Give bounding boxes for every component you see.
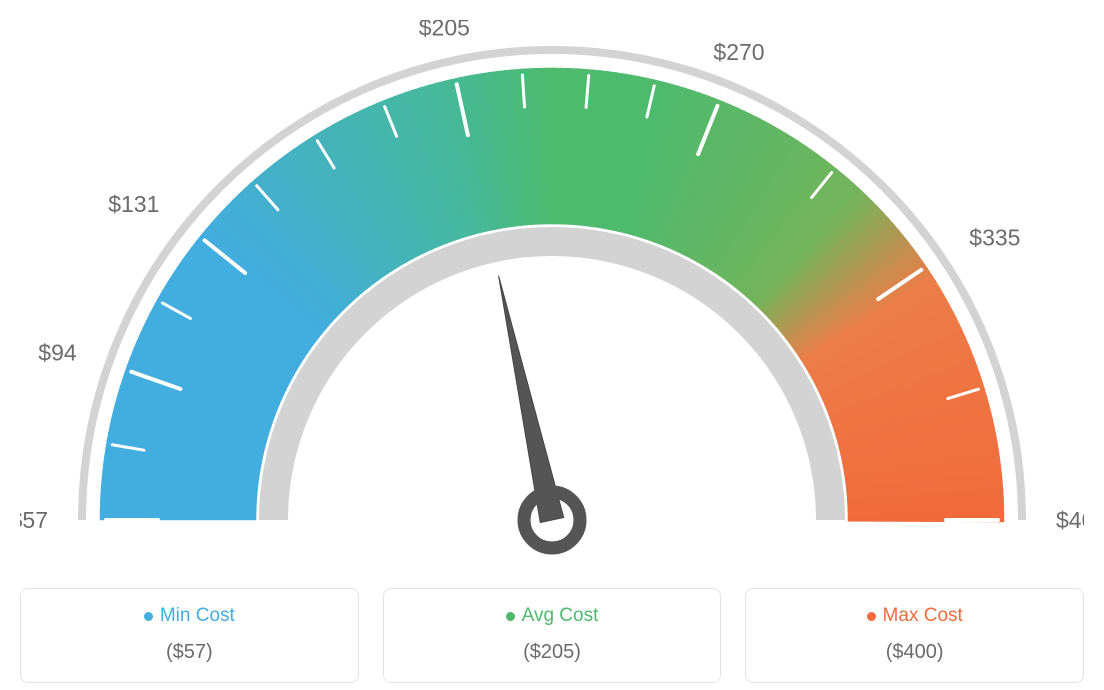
legend-value-min: ($57) xyxy=(31,641,348,664)
legend-value-avg: ($205) xyxy=(394,641,711,664)
legend-title-text: Avg Cost xyxy=(522,605,599,627)
dot-icon xyxy=(506,612,515,621)
legend-card-min: Min Cost ($57) xyxy=(20,588,359,683)
legend-title-max: Max Cost xyxy=(867,605,963,627)
tick-label: $270 xyxy=(713,39,764,65)
dot-icon xyxy=(867,612,876,621)
gauge-svg: $57 $94 $131 $205 $270 $335 $400 xyxy=(20,20,1084,570)
gauge-needle xyxy=(499,276,564,523)
legend-card-avg: Avg Cost ($205) xyxy=(383,588,722,683)
legend-title-text: Max Cost xyxy=(883,605,963,627)
legend-value-max: ($400) xyxy=(756,641,1073,664)
tick-label: $400 xyxy=(1056,507,1084,533)
tick-label: $57 xyxy=(20,507,48,533)
tick-label: $131 xyxy=(108,191,159,217)
legend-title-text: Min Cost xyxy=(160,605,235,627)
legend-card-max: Max Cost ($400) xyxy=(745,588,1084,683)
tick-label: $205 xyxy=(419,20,470,41)
tick-label: $335 xyxy=(969,224,1020,250)
legend-title-min: Min Cost xyxy=(144,605,235,627)
legend-title-avg: Avg Cost xyxy=(506,605,599,627)
cost-gauge-chart: $57 $94 $131 $205 $270 $335 $400 xyxy=(20,20,1084,570)
tick-label: $94 xyxy=(38,339,77,365)
legend-row: Min Cost ($57) Avg Cost ($205) Max Cost … xyxy=(20,588,1084,683)
gauge-band xyxy=(100,68,1004,522)
dot-icon xyxy=(144,612,153,621)
